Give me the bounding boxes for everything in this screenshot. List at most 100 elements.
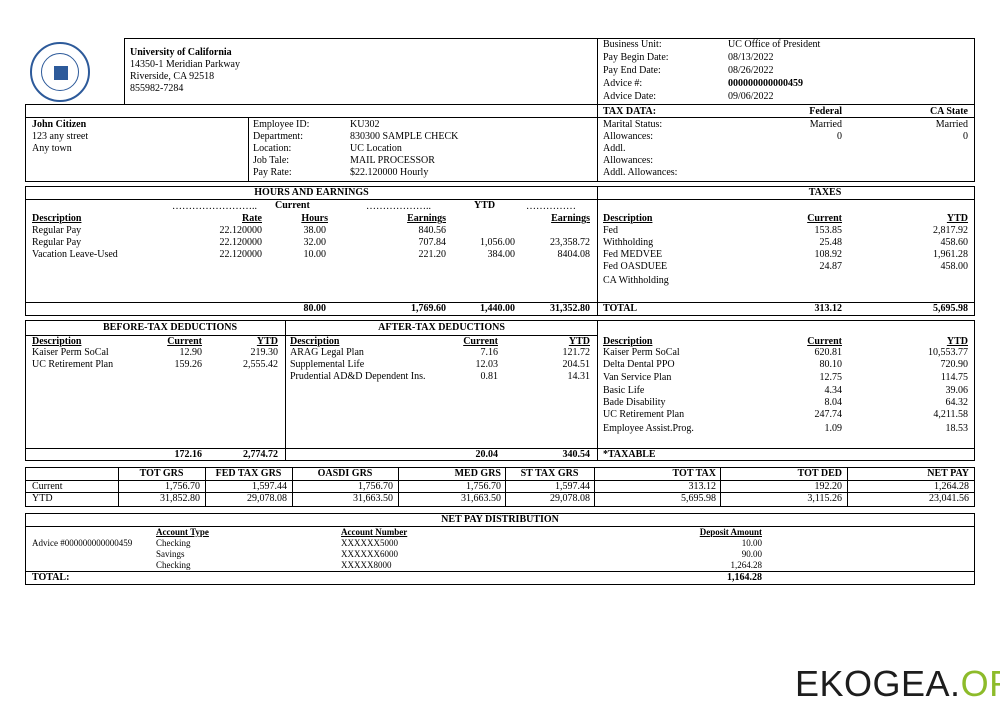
taxes-total-divider: [597, 302, 975, 303]
university-seal-logo: [30, 42, 90, 102]
employer-contrib-row-desc: Employee Assist.Prog.: [603, 423, 694, 434]
summary-ytd-tot-ded: 3,115.26: [807, 493, 842, 504]
hours-row-hours: 32.00: [303, 237, 327, 248]
summary-current-tot-tax: 313.12: [688, 481, 717, 492]
after-tax-title: AFTER-TAX DEDUCTIONS: [378, 322, 505, 333]
tax-row-current: 25.48: [819, 237, 843, 248]
hours-title-divider: [25, 199, 598, 200]
hours-ytd-dots: ………………..: [366, 201, 431, 212]
employer-contrib-desc-header: Description: [603, 336, 653, 347]
taxes-title: TAXES: [808, 187, 842, 198]
net-pay-row-amount: 10.00: [741, 538, 762, 548]
summary-row-divider: [25, 492, 975, 493]
employer-contrib-divider: [597, 448, 975, 449]
hours-row-ytd-earnings: 23,358.72: [550, 237, 590, 248]
summary-row-label-current: Current: [32, 481, 63, 492]
summary-ytd-st-tax-grs: 29,078.08: [550, 493, 590, 504]
before-tax-row-ytd: 219.30: [250, 347, 279, 358]
hours-total-earnings: 1,769.60: [411, 303, 446, 314]
hours-row-ytd-hours: 384.00: [487, 249, 516, 260]
summary-header-net-pay: NET PAY: [927, 468, 969, 479]
summary-ytd-oasdi-grs: 31,663.50: [353, 493, 393, 504]
tax-data-box: [597, 104, 975, 182]
tax-row-desc: Fed OASDUEE: [603, 261, 668, 272]
summary-col-divider: [847, 467, 848, 507]
summary-col-divider: [505, 467, 506, 507]
summary-header-med-grs: MED GRS: [454, 468, 501, 479]
hours-current-dots: ……………………..: [172, 201, 257, 212]
addl-allowances-label: Addl. Allowances:: [603, 167, 678, 178]
advice-date-value: 09/06/2022: [728, 91, 774, 102]
location-value: UC Location: [350, 143, 402, 154]
hours-ytd-label: YTD: [474, 200, 496, 211]
summary-col-divider: [118, 467, 119, 507]
employer-contrib-row-ytd: 10,553.77: [928, 347, 968, 358]
taxes-box: [597, 186, 975, 316]
tax-data-state-header: CA State: [929, 106, 968, 117]
summary-current-fed-tax-grs: 1,597.44: [252, 481, 287, 492]
seal-book-icon: [54, 66, 68, 80]
employer-contrib-row-desc: UC Retirement Plan: [603, 409, 685, 420]
allowances-federal: 0: [837, 131, 842, 142]
allowances-label: Allowances:: [603, 131, 653, 142]
hours-current-label: Current: [275, 200, 310, 211]
summary-ytd-tot-grs: 31,852.80: [160, 493, 200, 504]
before-tax-row-desc: UC Retirement Plan: [32, 359, 114, 370]
hours-row-desc: Vacation Leave-Used: [32, 249, 118, 260]
summary-header-tot-tax: TOT TAX: [672, 468, 716, 479]
employer-contrib-row-desc: Van Service Plan: [603, 372, 672, 383]
net-pay-row-amount: 1,264.28: [730, 560, 763, 570]
hours-total-ytd-earnings: 31,352.80: [550, 303, 590, 314]
employer-contrib-row-current: 620.81: [814, 347, 843, 358]
department-value: 830300 SAMPLE CHECK: [350, 131, 459, 142]
summary-current-med-grs: 1,756.70: [466, 481, 501, 492]
summary-ytd-net-pay: 23,041.56: [929, 493, 969, 504]
hours-row-hours: 10.00: [303, 249, 327, 260]
summary-col-divider: [292, 467, 293, 507]
employer-contrib-row-current: 1.09: [824, 423, 843, 434]
summary-header-tot-grs: TOT GRS: [139, 468, 184, 479]
net-pay-box: [25, 513, 975, 585]
pay-end-value: 08/26/2022: [728, 65, 774, 76]
pay-begin-value: 08/13/2022: [728, 52, 774, 63]
before-tax-title: BEFORE-TAX DEDUCTIONS: [103, 322, 237, 333]
taxes-title-divider: [597, 199, 975, 200]
summary-current-net-pay: 1,264.28: [934, 481, 969, 492]
employer-contrib-row-ytd: 4,211.58: [933, 409, 968, 420]
after-tax-row-desc: Prudential AD&D Dependent Ins.: [290, 371, 426, 382]
after-tax-total-ytd: 340.54: [562, 449, 591, 460]
job-title-label: Job Tale:: [253, 155, 290, 166]
location-label: Location:: [253, 143, 292, 154]
hours-hours-header: Hours: [301, 213, 328, 224]
hours-row-rate: 22.120000: [219, 225, 263, 236]
summary-current-oasdi-grs: 1,756.70: [358, 481, 393, 492]
summary-header-oasdi-grs: OASDI GRS: [317, 468, 373, 479]
after-tax-row-ytd: 204.51: [562, 359, 591, 370]
summary-col-divider: [205, 467, 206, 507]
summary-ytd-tot-tax: 5,695.98: [681, 493, 716, 504]
employee-id-value: KU302: [350, 119, 380, 130]
net-pay-advice-number: Advice #000000000000459: [32, 538, 133, 548]
net-pay-row-type: Checking: [156, 560, 191, 570]
summary-row-label-ytd: YTD: [32, 493, 53, 504]
net-pay-total-label: TOTAL:: [32, 572, 70, 583]
employer-contrib-row-ytd: 18.53: [945, 423, 969, 434]
employer-contrib-row-ytd: 64.32: [945, 397, 969, 408]
watermark-text-dark: EKOGEA.: [795, 663, 961, 704]
net-pay-total-amount: 1,164.28: [727, 572, 762, 583]
tax-row-ytd: 458.60: [940, 237, 969, 248]
hours-total-hours: 80.00: [303, 303, 327, 314]
employer-contrib-row-current: 12.75: [819, 372, 843, 383]
pay-begin-label: Pay Begin Date:: [603, 52, 669, 63]
advice-number-label: Advice #:: [603, 78, 643, 89]
addl-label: Addl.: [603, 143, 626, 154]
summary-current-tot-ded: 192.20: [814, 481, 843, 492]
hours-earnings-header: Earnings: [407, 213, 446, 224]
tax-row-ytd: 1,961.28: [933, 249, 968, 260]
taxes-desc-header: Description: [603, 213, 653, 224]
before-tax-total-ytd: 2,774.72: [243, 449, 278, 460]
employer-contrib-row-ytd: 114.75: [940, 372, 968, 383]
after-tax-total-current: 20.04: [475, 449, 499, 460]
tax-row-desc: Fed MEDVEE: [603, 249, 663, 260]
advice-number-value: 000000000000459: [728, 78, 803, 89]
